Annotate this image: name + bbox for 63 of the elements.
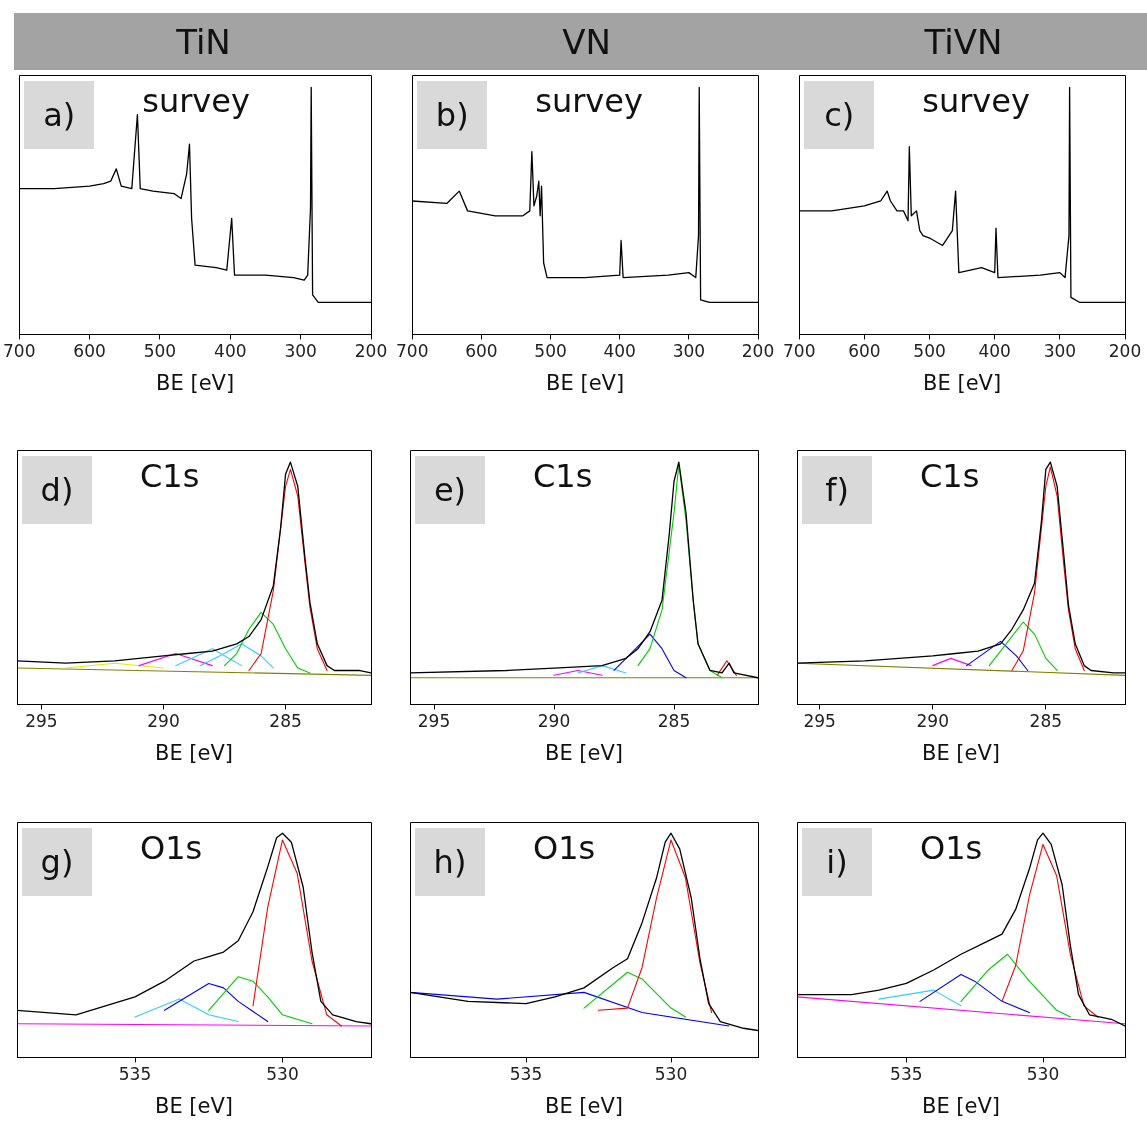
x-tick-label: 290 [537,711,571,732]
x-axis-title: BE [eV] [154,1093,234,1118]
x-axis-title: BE [eV] [923,370,1002,395]
x-axis-title: BE [eV] [546,370,625,395]
x-axis-title: BE [eV] [154,740,234,765]
x-axis-title: BE [eV] [921,1093,1001,1118]
x-tick-label: 700 [783,341,816,362]
x-tick-label: 500 [143,341,177,362]
x-tick-label: 600 [465,341,498,362]
x-tick-label: 700 [3,341,36,362]
x-tick-label: 290 [916,711,949,732]
x-tick-label: 400 [214,341,247,362]
annotation: C1s [920,457,980,495]
annotation: O1s [533,829,596,867]
chart-title: TiVN [780,13,1147,70]
x-tick-label: 600 [73,341,106,362]
annotation: O1s [140,829,203,867]
x-tick-label: 285 [269,711,302,732]
annotation: h) [415,828,485,896]
annotation: f) [802,456,872,524]
x-tick-label: 530 [1026,1064,1060,1085]
annotation: C1s [140,457,200,495]
x-tick-label: 300 [284,341,317,362]
x-tick-label: 200 [1108,341,1142,362]
x-tick-label: 535 [890,1064,923,1085]
x-tick-label: 285 [657,711,691,732]
annotation: d) [22,456,92,524]
x-axis-title: BE [eV] [544,1093,624,1118]
x-tick-label: 295 [25,711,58,732]
x-tick-label: 530 [654,1064,688,1085]
x-tick-label: 535 [118,1064,152,1085]
x-tick-label: 295 [803,711,836,732]
x-tick-label: 500 [913,341,946,362]
annotation: i) [802,828,872,896]
annotation: survey [535,82,643,120]
chart-title: TiN [14,13,393,70]
annotation: survey [922,82,1030,120]
x-tick-label: 285 [1029,711,1063,732]
annotation: e) [415,456,485,524]
x-axis-title: BE [eV] [921,740,1001,765]
annotation: C1s [533,457,593,495]
x-tick-label: 400 [978,341,1011,362]
chart-title: VN [393,13,780,70]
x-tick-label: 300 [1043,341,1077,362]
x-tick-label: 535 [509,1064,543,1085]
x-tick-label: 290 [147,711,180,732]
annotation: O1s [920,829,983,867]
x-axis-title: BE [eV] [544,740,624,765]
x-tick-label: 600 [848,341,881,362]
x-tick-label: 400 [603,341,636,362]
x-axis-title: BE [eV] [156,370,235,395]
x-tick-label: 200 [741,341,775,362]
x-tick-label: 300 [672,341,706,362]
x-tick-label: 700 [396,341,429,362]
x-tick-label: 200 [354,341,388,362]
annotation: b) [417,81,488,149]
annotation: survey [142,82,250,120]
x-tick-label: 530 [266,1064,299,1085]
annotation: g) [22,828,92,896]
annotation: c) [804,81,875,149]
x-tick-label: 500 [534,341,567,362]
annotation: a) [24,81,95,149]
x-tick-label: 295 [417,711,451,732]
